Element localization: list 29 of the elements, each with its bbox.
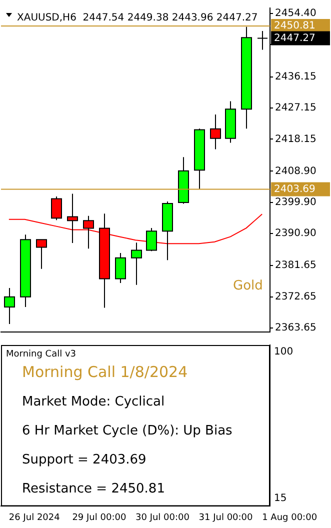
ref-line-label: 2403.69 xyxy=(274,184,316,195)
y-tick-label: 2372.65 xyxy=(275,291,316,302)
category-label: 30 Jul 00:00 xyxy=(136,512,190,523)
annotation: Gold xyxy=(233,278,263,294)
y-tick-label: 2454.40 xyxy=(275,8,316,20)
y-tick-label: 2363.65 xyxy=(275,322,316,334)
text: Resistance = 2450.81 xyxy=(22,481,165,496)
text: Morning Call 1/8/2024 xyxy=(22,362,188,381)
text: 15 xyxy=(274,492,287,504)
y-tick-label: 2427.15 xyxy=(275,102,316,114)
text: 2447.27 xyxy=(274,32,316,44)
text: Market Mode: Cyclical xyxy=(22,394,165,410)
category-label: 1 Aug 00:00 xyxy=(262,512,318,523)
y-tick-label: 2399.90 xyxy=(275,196,316,208)
ref-line-label: 2450.81 xyxy=(274,20,316,32)
text: XAUUSD,H6 2447.54 2449.38 2443.96 2447.27 xyxy=(17,12,258,24)
y-tick-label: 2418.15 xyxy=(275,134,316,145)
y-tick-label: 2390.90 xyxy=(275,228,316,240)
y-tick-label: 2408.90 xyxy=(275,166,316,177)
text: Support = 2403.69 xyxy=(22,452,146,468)
text: Morning Call v3 xyxy=(6,349,76,360)
candlestick xyxy=(257,30,268,50)
category-label: 31 Jul 00:00 xyxy=(198,512,254,523)
text: 6 Hr Market Cycle (D%): Up Bias xyxy=(22,423,233,438)
y-tick-label: 2381.65 xyxy=(275,260,316,272)
category-label: 29 Jul 00:00 xyxy=(72,512,126,523)
y-tick-label: 2436.15 xyxy=(275,71,316,82)
text: 100 xyxy=(274,346,294,358)
category-label: 26 Jul 2024 xyxy=(8,512,60,523)
